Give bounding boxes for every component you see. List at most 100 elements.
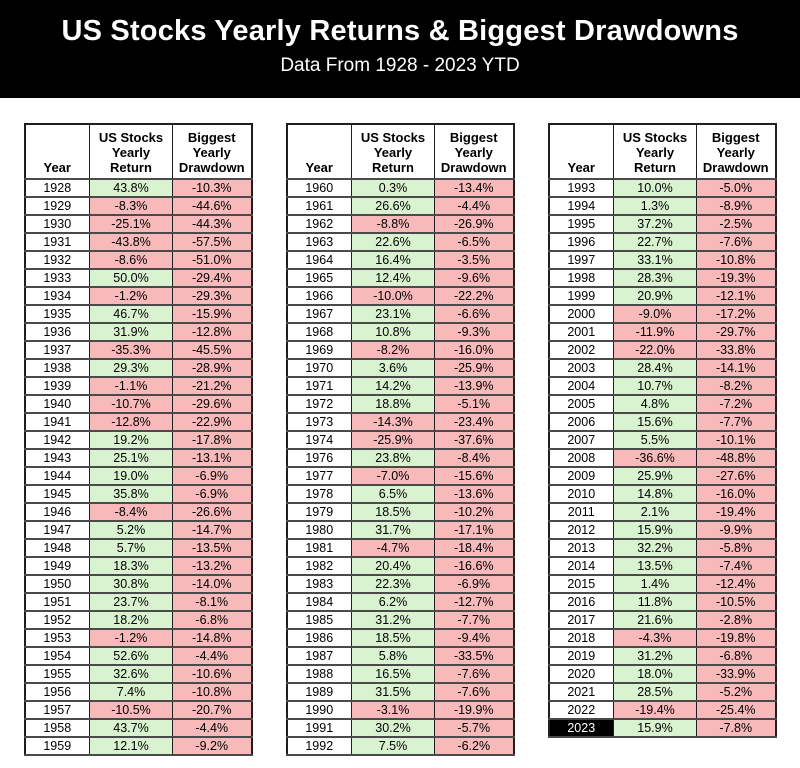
table-row: 1982 20.4% -16.6% xyxy=(286,556,514,576)
table-row: 1940 -10.7% -29.6% xyxy=(24,394,252,414)
drawdown-cell: -6.8% xyxy=(696,646,776,666)
return-cell: 3.6% xyxy=(351,358,435,378)
year-cell: 1971 xyxy=(286,376,352,396)
title-banner: US Stocks Yearly Returns & Biggest Drawd… xyxy=(0,0,800,98)
year-cell: 1957 xyxy=(24,700,90,720)
return-cell: -4.7% xyxy=(351,538,435,558)
return-cell: -8.2% xyxy=(351,340,435,360)
year-cell: 1997 xyxy=(548,250,614,270)
table-row: 1950 30.8% -14.0% xyxy=(24,574,252,594)
year-cell: 2004 xyxy=(548,376,614,396)
year-cell: 2014 xyxy=(548,556,614,576)
return-cell: 12.1% xyxy=(89,736,173,756)
drawdown-cell: -29.3% xyxy=(172,286,252,306)
year-cell: 2002 xyxy=(548,340,614,360)
return-cell: 20.9% xyxy=(613,286,697,306)
year-cell: 1933 xyxy=(24,268,90,288)
drawdown-cell: -9.2% xyxy=(172,736,252,756)
table-row: 1966 -10.0% -22.2% xyxy=(286,286,514,306)
return-cell: 13.5% xyxy=(613,556,697,576)
year-cell: 1934 xyxy=(24,286,90,306)
column-header-return: US Stocks Yearly Return xyxy=(351,123,435,180)
return-cell: 5.2% xyxy=(89,520,173,540)
return-cell: 43.8% xyxy=(89,178,173,198)
table-row: 2007 5.5% -10.1% xyxy=(548,430,776,450)
return-cell: -9.0% xyxy=(613,304,697,324)
drawdown-cell: -13.5% xyxy=(172,538,252,558)
year-cell: 2000 xyxy=(548,304,614,324)
year-cell: 2013 xyxy=(548,538,614,558)
year-cell: 1937 xyxy=(24,340,90,360)
return-cell: -12.8% xyxy=(89,412,173,432)
table-row: 2019 31.2% -6.8% xyxy=(548,646,776,666)
year-cell: 1938 xyxy=(24,358,90,378)
return-cell: 7.5% xyxy=(351,736,435,756)
drawdown-cell: -22.9% xyxy=(172,412,252,432)
return-cell: -4.3% xyxy=(613,628,697,648)
year-cell: 1990 xyxy=(286,700,352,720)
drawdown-cell: -26.9% xyxy=(434,214,514,234)
year-cell: 2023 xyxy=(548,718,614,738)
year-cell: 1988 xyxy=(286,664,352,684)
year-cell: 1939 xyxy=(24,376,90,396)
year-cell: 2016 xyxy=(548,592,614,612)
table-row: 1989 31.5% -7.6% xyxy=(286,682,514,702)
year-cell: 2010 xyxy=(548,484,614,504)
year-cell: 2019 xyxy=(548,646,614,666)
year-cell: 1966 xyxy=(286,286,352,306)
return-cell: 28.4% xyxy=(613,358,697,378)
drawdown-cell: -4.4% xyxy=(172,718,252,738)
year-cell: 1974 xyxy=(286,430,352,450)
return-cell: 28.5% xyxy=(613,682,697,702)
year-cell: 1952 xyxy=(24,610,90,630)
table-row: 1932 -8.6% -51.0% xyxy=(24,250,252,270)
drawdown-cell: -21.2% xyxy=(172,376,252,396)
return-cell: -35.3% xyxy=(89,340,173,360)
year-cell: 2001 xyxy=(548,322,614,342)
table-row: 1928 43.8% -10.3% xyxy=(24,178,252,198)
drawdown-cell: -17.1% xyxy=(434,520,514,540)
drawdown-cell: -6.2% xyxy=(434,736,514,756)
table-row: 1980 31.7% -17.1% xyxy=(286,520,514,540)
year-cell: 1962 xyxy=(286,214,352,234)
table-row: 1947 5.2% -14.7% xyxy=(24,520,252,540)
drawdown-cell: -5.0% xyxy=(696,178,776,198)
return-cell: 21.6% xyxy=(613,610,697,630)
drawdown-cell: -10.6% xyxy=(172,664,252,684)
table-row: 1983 22.3% -6.9% xyxy=(286,574,514,594)
drawdown-cell: -16.0% xyxy=(434,340,514,360)
table-row: 1955 32.6% -10.6% xyxy=(24,664,252,684)
drawdown-cell: -7.6% xyxy=(696,232,776,252)
table-row: 1960 0.3% -13.4% xyxy=(286,178,514,198)
table-row: 1934 -1.2% -29.3% xyxy=(24,286,252,306)
drawdown-cell: -57.5% xyxy=(172,232,252,252)
drawdown-cell: -33.9% xyxy=(696,664,776,684)
return-cell: 7.4% xyxy=(89,682,173,702)
drawdown-cell: -8.9% xyxy=(696,196,776,216)
return-cell: 18.2% xyxy=(89,610,173,630)
return-cell: 15.9% xyxy=(613,718,697,738)
return-cell: 15.9% xyxy=(613,520,697,540)
drawdown-cell: -29.7% xyxy=(696,322,776,342)
year-cell: 2015 xyxy=(548,574,614,594)
year-cell: 1943 xyxy=(24,448,90,468)
drawdown-cell: -7.6% xyxy=(434,664,514,684)
table-row: 1973 -14.3% -23.4% xyxy=(286,412,514,432)
returns-table-1: Year US Stocks Yearly Return Biggest Yearl… xyxy=(23,123,253,756)
year-cell: 2003 xyxy=(548,358,614,378)
table-row: 1985 31.2% -7.7% xyxy=(286,610,514,630)
return-cell: 37.2% xyxy=(613,214,697,234)
return-cell: 43.7% xyxy=(89,718,173,738)
drawdown-cell: -10.5% xyxy=(696,592,776,612)
year-cell: 2006 xyxy=(548,412,614,432)
return-cell: 11.8% xyxy=(613,592,697,612)
year-cell: 1935 xyxy=(24,304,90,324)
table-row: 1956 7.4% -10.8% xyxy=(24,682,252,702)
drawdown-cell: -14.7% xyxy=(172,520,252,540)
return-cell: -1.2% xyxy=(89,286,173,306)
table-row: 2010 14.8% -16.0% xyxy=(548,484,776,504)
return-cell: 5.5% xyxy=(613,430,697,450)
return-cell: 1.4% xyxy=(613,574,697,594)
return-cell: 18.5% xyxy=(351,628,435,648)
return-cell: 33.1% xyxy=(613,250,697,270)
